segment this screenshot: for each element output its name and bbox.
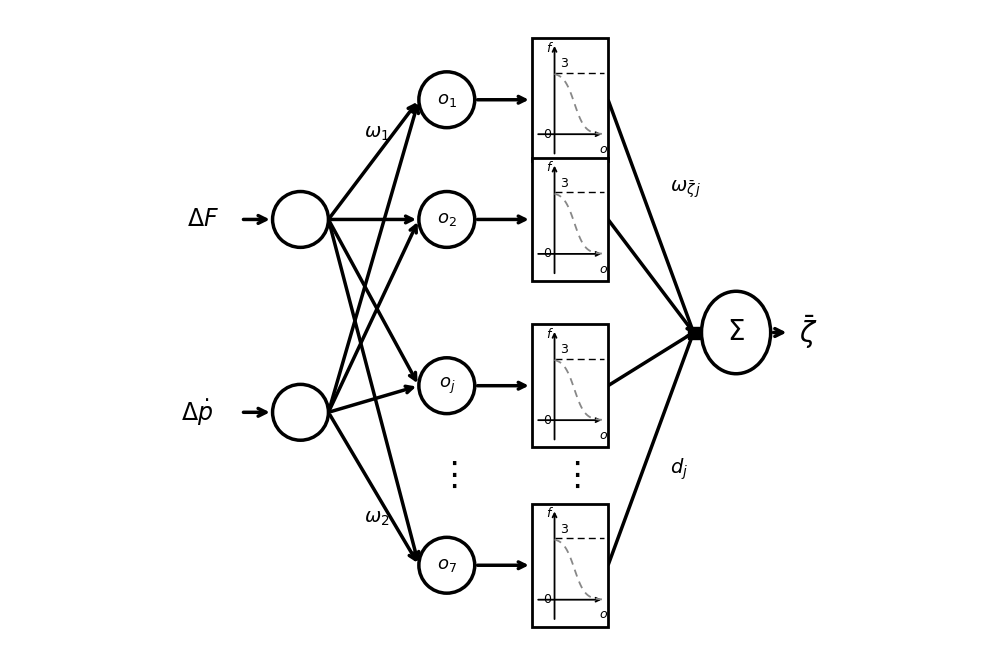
Text: $o_2$: $o_2$ bbox=[437, 210, 457, 229]
Text: $d_j$: $d_j$ bbox=[670, 456, 688, 481]
Bar bbox=[532, 158, 608, 281]
Text: 0: 0 bbox=[543, 247, 551, 261]
Circle shape bbox=[419, 72, 475, 128]
Text: $\bar{\zeta}$: $\bar{\zeta}$ bbox=[799, 314, 818, 351]
Text: 3: 3 bbox=[560, 57, 568, 70]
Text: $o_1$: $o_1$ bbox=[437, 90, 457, 109]
Text: $\omega_1$: $\omega_1$ bbox=[364, 124, 390, 142]
Bar bbox=[532, 324, 608, 447]
Circle shape bbox=[419, 537, 475, 593]
Circle shape bbox=[273, 192, 328, 247]
Text: f: f bbox=[546, 162, 551, 174]
Text: $\omega_2$: $\omega_2$ bbox=[364, 509, 390, 528]
Circle shape bbox=[419, 358, 475, 414]
Circle shape bbox=[273, 384, 328, 440]
Text: $\Sigma$: $\Sigma$ bbox=[727, 319, 745, 346]
Text: o: o bbox=[600, 608, 607, 621]
Text: $\Delta \dot{p}$: $\Delta \dot{p}$ bbox=[181, 397, 213, 428]
Text: $\Delta F$: $\Delta F$ bbox=[187, 207, 219, 231]
Text: 0: 0 bbox=[543, 128, 551, 141]
Text: 3: 3 bbox=[560, 343, 568, 356]
Text: $o_7$: $o_7$ bbox=[437, 556, 457, 575]
Bar bbox=[532, 38, 608, 162]
Text: $\vdots$: $\vdots$ bbox=[437, 459, 457, 492]
Text: o: o bbox=[600, 143, 607, 156]
Text: 0: 0 bbox=[543, 414, 551, 427]
Bar bbox=[532, 504, 608, 626]
Text: 0: 0 bbox=[543, 593, 551, 606]
Circle shape bbox=[419, 192, 475, 247]
Text: o: o bbox=[600, 263, 607, 275]
Text: 3: 3 bbox=[560, 523, 568, 536]
Text: f: f bbox=[546, 507, 551, 520]
Text: $\omega_{\bar{\zeta}\,j}$: $\omega_{\bar{\zeta}\,j}$ bbox=[670, 179, 701, 200]
Text: 3: 3 bbox=[560, 177, 568, 190]
Text: o: o bbox=[600, 429, 607, 442]
Ellipse shape bbox=[701, 291, 771, 374]
Text: f: f bbox=[546, 42, 551, 55]
Text: $\vdots$: $\vdots$ bbox=[560, 459, 580, 492]
Text: f: f bbox=[546, 328, 551, 340]
Text: $o_j$: $o_j$ bbox=[439, 376, 455, 396]
